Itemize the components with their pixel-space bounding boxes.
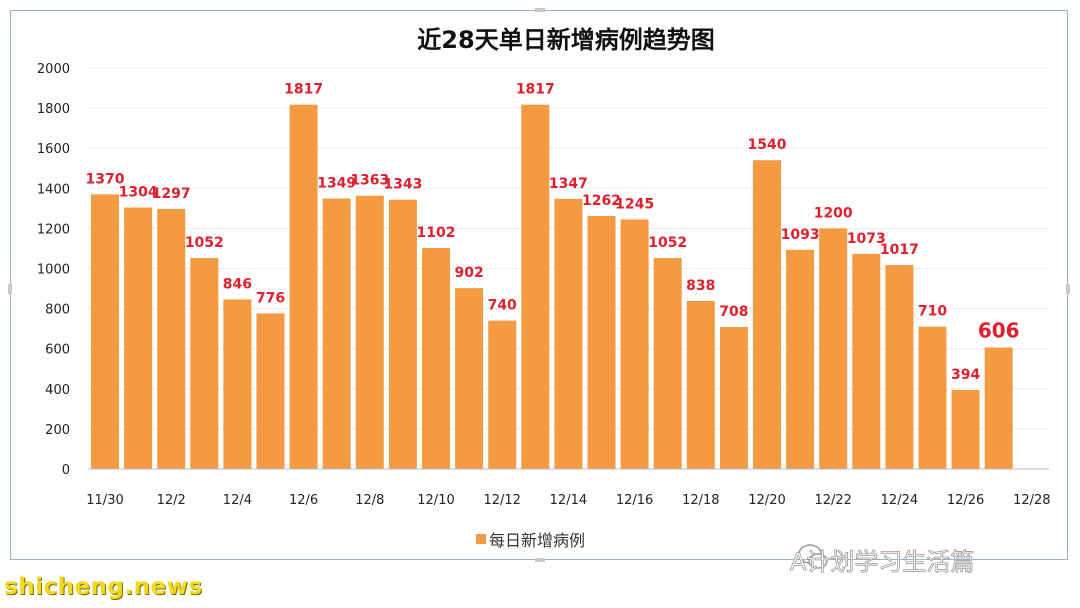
x-tick-label: 12/10 [417, 493, 454, 508]
data-label: 846 [223, 276, 252, 292]
data-label: 394 [951, 367, 980, 383]
bar [157, 208, 186, 469]
bar [620, 219, 649, 469]
bar [91, 194, 119, 469]
y-tick-label: 400 [45, 383, 70, 398]
data-label: 710 [918, 304, 947, 320]
y-tick-label: 200 [45, 423, 70, 438]
watermark-left: shicheng.news [4, 574, 203, 600]
bar [388, 199, 417, 469]
x-tick-label: 12/12 [483, 493, 520, 508]
bar [587, 215, 616, 469]
y-tick-label: 1400 [37, 182, 70, 197]
bar [885, 265, 914, 469]
bar [124, 207, 153, 469]
data-label: 708 [719, 304, 748, 320]
y-tick-label: 1000 [37, 263, 70, 278]
x-tick-label: 12/20 [748, 493, 785, 508]
bar [686, 300, 715, 469]
data-label: 1093 [781, 227, 820, 243]
data-label: 1540 [748, 137, 787, 153]
y-tick-label: 1200 [37, 222, 70, 237]
data-label: 902 [454, 265, 483, 281]
bar [455, 288, 484, 469]
legend-swatch [476, 534, 486, 544]
bar [223, 299, 252, 469]
data-label: 838 [686, 278, 715, 294]
frame-handle-right [1066, 284, 1070, 294]
bar [819, 228, 848, 469]
watermark-right: A计划学习生活篇 [790, 548, 975, 577]
bar [322, 198, 351, 469]
x-tick-label: 12/2 [157, 493, 186, 508]
data-label: 1297 [152, 186, 191, 202]
data-label: 1370 [86, 171, 125, 187]
bar [852, 253, 881, 469]
y-tick-label: 1800 [37, 102, 70, 117]
frame-handle-left [8, 284, 12, 294]
data-label: 1102 [417, 225, 456, 241]
bar [753, 160, 781, 470]
data-label: 1347 [549, 176, 588, 192]
chart-title: 近28天单日新增病例趋势图 [417, 26, 714, 54]
bar [289, 104, 318, 469]
bar [918, 326, 947, 469]
data-label: 1363 [350, 173, 389, 189]
x-tick-label: 12/16 [616, 493, 653, 508]
x-tick-label: 12/4 [223, 493, 252, 508]
data-label: 740 [488, 298, 517, 314]
chat-bubble-icon [798, 544, 828, 569]
frame-handle-bottom [535, 558, 545, 562]
legend-label: 每日新增病例 [489, 531, 585, 550]
x-tick-label: 11/30 [86, 493, 123, 508]
data-label: 1052 [648, 235, 687, 251]
frame-handle-top [535, 8, 545, 12]
data-label: 1817 [516, 82, 555, 98]
data-label: 1200 [814, 205, 853, 221]
x-tick-label: 12/26 [947, 493, 984, 508]
data-label: 776 [256, 290, 285, 306]
y-tick-label: 1600 [37, 142, 70, 157]
data-label: 606 [978, 318, 1020, 342]
bar [256, 313, 285, 469]
x-tick-label: 12/22 [814, 493, 851, 508]
bar [786, 249, 815, 469]
x-tick-label: 12/24 [881, 493, 918, 508]
y-tick-label: 0 [62, 463, 70, 478]
y-tick-label: 2000 [37, 62, 70, 77]
x-tick-label: 12/18 [682, 493, 719, 508]
y-tick-label: 600 [45, 343, 70, 358]
data-label: 1073 [847, 231, 886, 247]
x-tick-label: 12/6 [289, 493, 318, 508]
data-label: 1343 [383, 177, 422, 193]
data-label: 1262 [582, 193, 621, 209]
x-tick-label: 12/28 [1013, 493, 1050, 508]
bar [719, 327, 748, 469]
bar [355, 195, 384, 469]
data-label: 1245 [615, 196, 654, 212]
bar [951, 390, 980, 469]
x-tick-label: 12/8 [355, 493, 384, 508]
data-label: 1304 [119, 185, 158, 201]
data-label: 1017 [880, 242, 919, 258]
data-label: 1817 [284, 82, 323, 98]
bar [554, 198, 583, 469]
bar [488, 320, 517, 469]
bar [422, 248, 450, 469]
bar [984, 347, 1013, 469]
y-tick-label: 800 [45, 303, 70, 318]
bar [653, 258, 682, 469]
bar [190, 258, 219, 469]
bar [521, 104, 550, 469]
x-tick-label: 12/14 [550, 493, 587, 508]
data-label: 1349 [317, 176, 356, 192]
data-label: 1052 [185, 235, 224, 251]
